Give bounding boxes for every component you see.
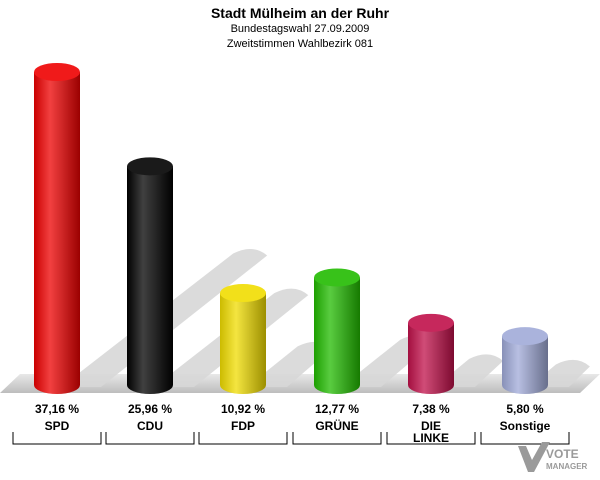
category-bracket	[12, 432, 102, 445]
bar-top	[314, 268, 360, 287]
category-label: Sonstige	[500, 419, 551, 433]
bar-spd	[34, 72, 80, 394]
category-label: CDU	[137, 419, 163, 433]
bar-top	[502, 327, 548, 346]
chart-title: Stadt Mülheim an der Ruhr	[210, 5, 390, 21]
bar-grüne	[314, 277, 360, 394]
value-label: 25,96 %	[128, 402, 172, 416]
category-label: SPD	[45, 419, 70, 433]
chart-subtitle-election: Bundestagswahl 27.09.2009	[230, 23, 370, 35]
category-bracket	[105, 432, 195, 445]
value-label: 37,16 %	[35, 402, 79, 416]
vote-manager-logo: VOTE MANAGER	[518, 442, 588, 472]
chart-subtitle-district: Zweitstimmen Wahlbezirk 081	[226, 38, 374, 50]
bar-top	[127, 157, 173, 176]
bar-top	[408, 313, 454, 332]
bar-top	[34, 63, 80, 81]
value-label: 10,92 %	[221, 402, 265, 416]
category-bracket	[386, 432, 476, 445]
category-bracket	[198, 432, 288, 445]
bar-shadow	[247, 341, 332, 387]
bar-top	[220, 284, 266, 303]
value-label: 7,38 %	[412, 402, 450, 416]
bar-sonstige	[502, 336, 548, 394]
logo-text-manager: MANAGER	[546, 462, 588, 471]
bar-die-linke	[408, 322, 454, 394]
value-label: 5,80 %	[506, 402, 544, 416]
category-label: DIE LINKE	[413, 419, 449, 445]
category-label: FDP	[231, 419, 255, 433]
value-label: 12,77 %	[315, 402, 359, 416]
logo-text-vote: VOTE	[546, 447, 579, 461]
category-bracket	[480, 432, 570, 445]
bar-cdu	[127, 166, 173, 394]
category-bracket	[292, 432, 382, 445]
bar-fdp	[220, 293, 266, 394]
category-label: GRÜNE	[315, 418, 358, 433]
